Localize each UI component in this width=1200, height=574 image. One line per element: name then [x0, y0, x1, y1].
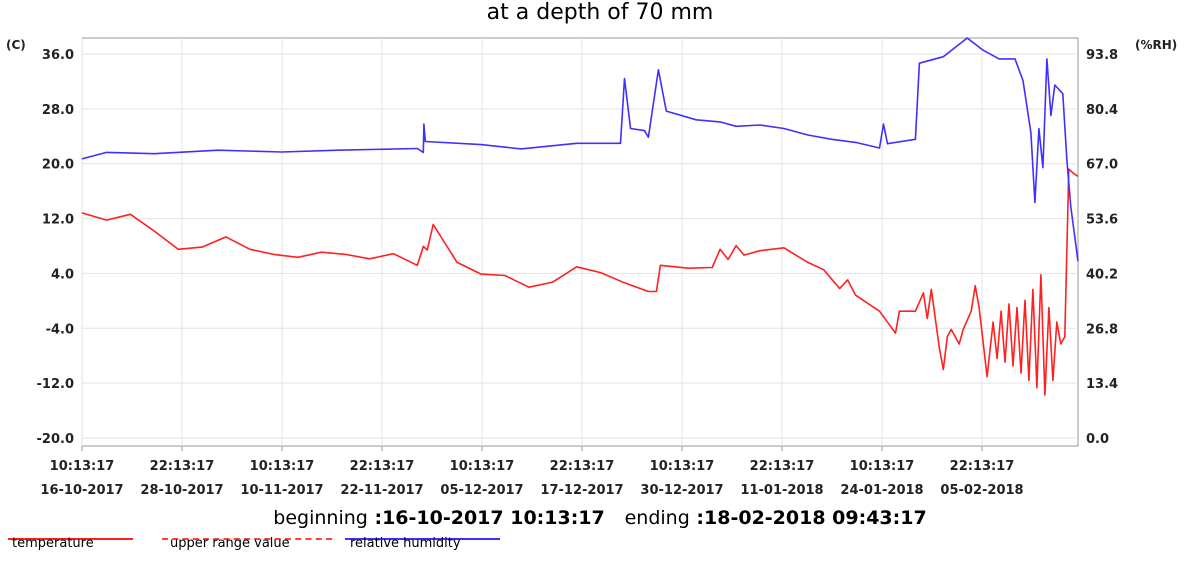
legend-upper-range-label: upper range value — [170, 536, 290, 551]
y-tick-label-left: 20.0 — [42, 158, 74, 173]
x-tick-time: 10:13:17 — [250, 459, 315, 474]
series-line-temperature — [81, 168, 1079, 396]
legend-temperature-label: temperature — [12, 536, 94, 551]
range-beginning-label: beginning — [273, 507, 368, 529]
plot-frame — [81, 37, 1079, 447]
series-line-relative-humidity — [81, 37, 1079, 262]
x-tick-date: 16-10-2017 — [40, 483, 123, 498]
y-tick-label-right: 67.0 — [1086, 158, 1118, 173]
x-tick-date: 24-01-2018 — [840, 483, 923, 498]
chart-title: at a depth of 70 mm — [486, 0, 714, 25]
y-tick-label-left: -4.0 — [46, 322, 74, 337]
y-tick-label-right: 53.6 — [1086, 213, 1118, 228]
y-tick-label-right: 26.8 — [1086, 322, 1118, 337]
time-range: beginning :16-10-2017 10:13:17 ending :1… — [0, 507, 1200, 529]
range-beginning-value: :16-10-2017 10:13:17 — [374, 507, 605, 529]
x-tick-time: 10:13:17 — [650, 459, 715, 474]
x-tick-date: 30-12-2017 — [640, 483, 723, 498]
chart-canvas: 36.0 93.8 28.0 80.4 20.0 67.0 12.0 53.6 4.0 40.2 -… — [6, 37, 1177, 498]
x-tick-date: 05-02-2018 — [940, 483, 1023, 498]
x-tick-time: 22:13:17 — [750, 459, 815, 474]
legend-upper-range-swatch — [162, 538, 332, 540]
y-tick-label-right: 13.4 — [1086, 377, 1118, 392]
legend-humidity-label: relative humidity — [350, 536, 461, 551]
x-tick-date: 28-10-2017 — [140, 483, 223, 498]
left-axis-unit: (C) — [6, 38, 26, 52]
range-ending-value: :18-02-2018 09:43:17 — [696, 507, 927, 529]
x-tick-time: 22:13:17 — [150, 459, 215, 474]
y-tick-label-right: 93.8 — [1086, 48, 1118, 63]
y-tick-label-right: 80.4 — [1086, 103, 1118, 118]
x-tick-time: 22:13:17 — [550, 459, 615, 474]
x-tick-date: 10-11-2017 — [240, 483, 323, 498]
y-tick-label-left: -12.0 — [37, 377, 74, 392]
y-tick-label-left: 28.0 — [42, 103, 74, 118]
x-tick-date: 05-12-2017 — [440, 483, 523, 498]
x-tick-date: 11-01-2018 — [740, 483, 823, 498]
y-tick-label-left: -20.0 — [37, 432, 74, 447]
y-tick-label-left: 36.0 — [42, 48, 74, 63]
y-tick-label-right: 0.0 — [1086, 432, 1109, 447]
y-tick-label-left: 4.0 — [51, 267, 74, 282]
legend-temperature-swatch — [8, 538, 133, 540]
y-tick-label-left: 12.0 — [42, 213, 74, 228]
range-ending-label: ending — [624, 507, 690, 529]
x-tick-time: 10:13:17 — [850, 459, 915, 474]
x-tick-time: 22:13:17 — [950, 459, 1015, 474]
x-tick-time: 22:13:17 — [350, 459, 415, 474]
y-tick-label-right: 40.2 — [1086, 267, 1118, 282]
x-tick-date: 22-11-2017 — [340, 483, 423, 498]
x-tick-date: 17-12-2017 — [540, 483, 623, 498]
x-tick-time: 10:13:17 — [50, 459, 115, 474]
legend-humidity-swatch — [345, 538, 500, 540]
x-tick-time: 10:13:17 — [450, 459, 515, 474]
right-axis-unit: (%RH) — [1135, 38, 1177, 52]
